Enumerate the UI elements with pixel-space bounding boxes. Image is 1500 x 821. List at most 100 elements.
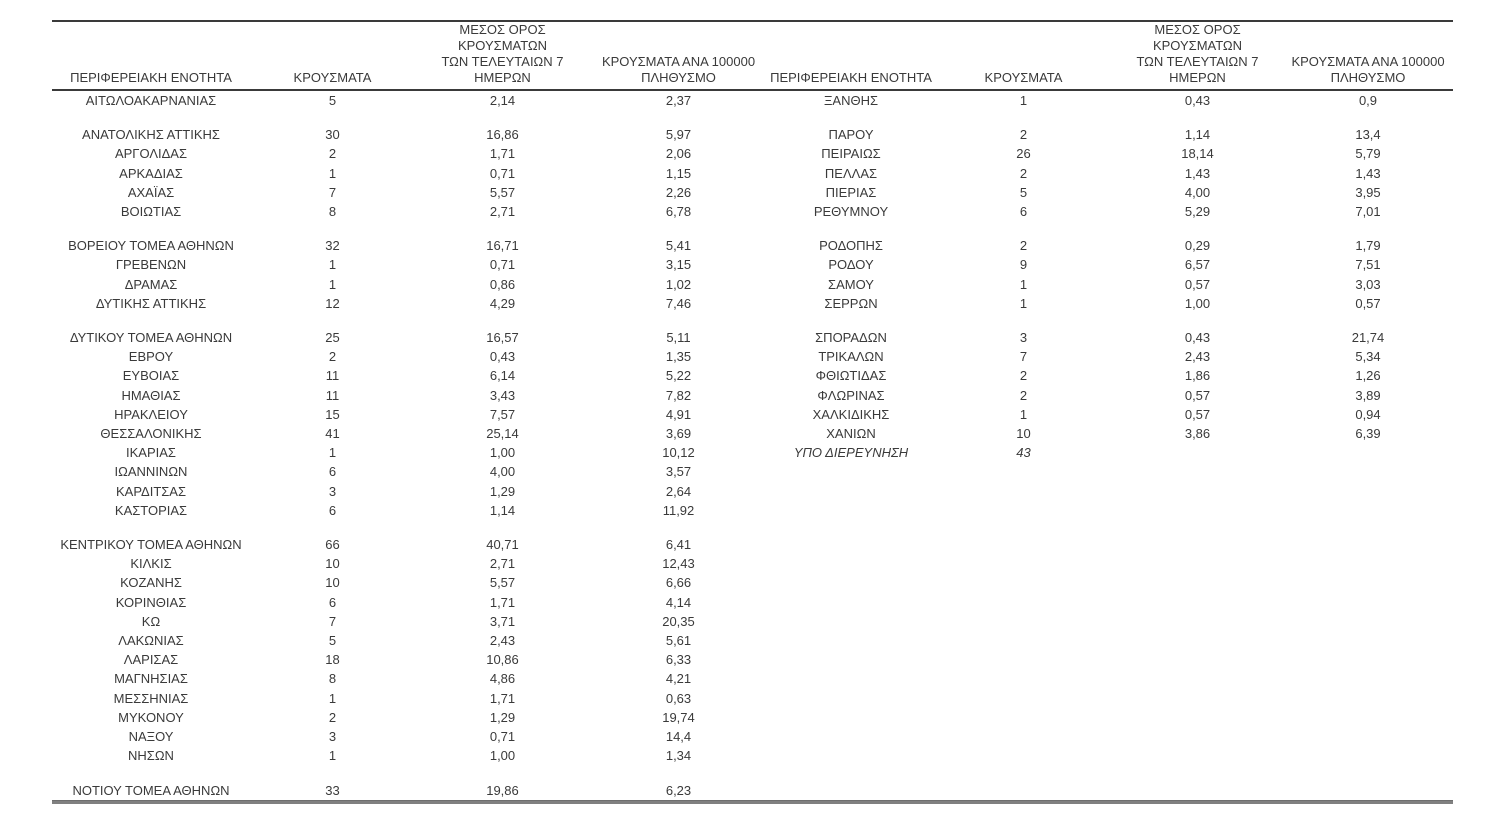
left-per100k-cell: 4,91 <box>665 406 692 422</box>
right-avg7-cell <box>1112 727 1283 746</box>
left-avg7-cell: 3,43 <box>489 387 516 403</box>
left-region-name-cell: ΚΩ <box>141 613 161 629</box>
left-per100k-cell: 2,26 <box>665 184 692 200</box>
right-region-name-cell: ΦΛΩΡΙΝΑΣ <box>817 387 885 403</box>
right-avg7-cell <box>1112 689 1283 708</box>
right-avg7-cell: 5,29 <box>1184 204 1211 220</box>
left-avg7-cell: 25,14 <box>486 426 519 442</box>
left-per100k-cell: 6,41 <box>665 537 692 553</box>
right-region-name-cell <box>767 313 935 328</box>
right-cases-cell: 1 <box>1019 276 1028 292</box>
left-cases-cell: 30 <box>325 127 340 143</box>
table-row: ΕΥΒΟΙΑΣ 11 6,14 5,22 ΦΘΙΩΤΙΔΑΣ 2 1,86 1,26 <box>52 366 1453 385</box>
right-avg7-cell <box>1112 221 1283 236</box>
left-region-name-cell: ΔΡΑΜΑΣ <box>124 276 178 292</box>
right-region-name-cell <box>767 708 935 727</box>
right-cases-cell: 7 <box>1019 349 1028 365</box>
table-row: ΒΟΙΩΤΙΑΣ 8 2,71 6,78 ΡΕΘΥΜΝΟΥ 6 5,29 7,01 <box>52 202 1453 221</box>
right-per100k-cell <box>1283 612 1453 631</box>
right-cases-cell <box>935 708 1112 727</box>
header-per100k-right: ΚΡΟΥΣΜΑΤΑ ΑΝΑ 100000 ΠΛΗΘΥΣΜΟ <box>1283 21 1453 91</box>
right-region-name-cell: ΤΡΙΚΑΛΩΝ <box>818 349 884 365</box>
left-cases-cell <box>250 221 415 236</box>
right-cases-cell <box>935 781 1112 800</box>
header-region-left: ΠΕΡΙΦΕΡΕΙΑΚΗ ΕΝΟΤΗΤΑ <box>52 21 250 91</box>
right-per100k-cell <box>1283 520 1453 535</box>
table-row: ΚΟΡΙΝΘΙΑΣ 6 1,71 4,14 <box>52 593 1453 612</box>
left-cases-cell: 11 <box>325 387 340 403</box>
left-region-name-cell: ΜΕΣΣΗΝΙΑΣ <box>113 690 189 706</box>
right-per100k-cell <box>1283 110 1453 125</box>
right-per100k-cell: 3,03 <box>1355 276 1381 292</box>
left-avg7-cell: 19,86 <box>486 782 519 798</box>
cases-report-sheet: ΠΕΡΙΦΕΡΕΙΑΚΗ ΕΝΟΤΗΤΑ ΚΡΟΥΣΜΑΤΑ ΜΕΣΟΣ ΟΡΟ… <box>52 20 1453 804</box>
left-per100k-cell: 4,21 <box>665 671 692 687</box>
spacer-row <box>52 221 1453 236</box>
right-per100k-cell: 21,74 <box>1351 330 1385 346</box>
right-avg7-cell: 2,43 <box>1184 349 1211 365</box>
header-row: ΠΕΡΙΦΕΡΕΙΑΚΗ ΕΝΟΤΗΤΑ ΚΡΟΥΣΜΑΤΑ ΜΕΣΟΣ ΟΡΟ… <box>52 21 1453 91</box>
right-avg7-cell <box>1112 520 1283 535</box>
left-region-name-cell: ΝΑΞΟΥ <box>128 729 174 745</box>
right-per100k-cell <box>1283 650 1453 669</box>
left-avg7-cell <box>415 313 590 328</box>
right-region-name-cell: ΣΠΟΡΑΔΩΝ <box>815 330 887 346</box>
left-region-name-cell: ΑΡΚΑΔΙΑΣ <box>119 165 183 181</box>
left-avg7-cell: 2,14 <box>489 93 516 108</box>
table-row: ΔΥΤΙΚΗΣ ΑΤΤΙΚΗΣ 12 4,29 7,46 ΣΕΡΡΩΝ 1 1,00 0,57 <box>52 294 1453 313</box>
right-per100k-cell: 5,79 <box>1355 146 1381 162</box>
table-row: ΚΑΡΔΙΤΣΑΣ 3 1,29 2,64 <box>52 482 1453 501</box>
header-cases-right: ΚΡΟΥΣΜΑΤΑ <box>935 21 1112 91</box>
right-cases-cell: 3 <box>1019 330 1028 346</box>
left-per100k-cell: 11,92 <box>662 502 695 518</box>
right-cases-cell: 2 <box>1019 127 1028 143</box>
left-per100k-cell <box>590 110 767 125</box>
left-avg7-cell: 10,86 <box>486 652 519 668</box>
header-avg7-left: ΜΕΣΟΣ ΟΡΟΣ ΚΡΟΥΣΜΑΤΩΝ ΤΩΝ ΤΕΛΕΥΤΑΙΩΝ 7 Η… <box>415 21 590 91</box>
left-region-name-cell: ΙΩΑΝΝΙΝΩΝ <box>114 464 188 480</box>
right-avg7-cell <box>1112 482 1283 501</box>
left-per100k-cell: 10,12 <box>662 445 695 461</box>
right-region-name-cell <box>767 554 935 573</box>
right-cases-cell <box>935 669 1112 688</box>
right-cases-cell <box>935 746 1112 765</box>
left-region-name-cell: ΒΟΙΩΤΙΑΣ <box>120 204 182 220</box>
right-avg7-cell <box>1112 313 1283 328</box>
right-avg7-cell: 3,86 <box>1184 426 1211 442</box>
right-cases-cell: 5 <box>1019 184 1028 200</box>
left-per100k-cell: 20,35 <box>662 613 695 629</box>
spacer-row <box>52 110 1453 125</box>
left-region-name-cell: ΚΟΖΑΝΗΣ <box>120 575 182 591</box>
right-avg7-cell: 18,14 <box>1181 146 1214 162</box>
right-region-name-cell <box>767 573 935 592</box>
left-region-name-cell <box>52 313 250 328</box>
left-avg7-cell: 1,00 <box>489 445 516 461</box>
left-cases-cell: 6 <box>328 502 337 518</box>
right-region-name-cell: ΞΑΝΘΗΣ <box>823 93 879 108</box>
left-avg7-cell: 0,71 <box>489 257 516 273</box>
right-per100k-cell <box>1283 482 1453 501</box>
right-cases-cell: 6 <box>1019 204 1028 220</box>
right-per100k-cell <box>1283 727 1453 746</box>
right-per100k-cell <box>1283 781 1453 800</box>
right-region-name-cell: ΧΑΛΚΙΔΙΚΗΣ <box>812 406 890 422</box>
table-row: ΑΡΚΑΔΙΑΣ 1 0,71 1,15 ΠΕΛΛΑΣ 2 1,43 1,43 <box>52 164 1453 183</box>
left-avg7-cell: 2,71 <box>489 204 516 220</box>
right-region-name-cell <box>767 746 935 765</box>
right-cases-cell: 26 <box>1016 146 1031 162</box>
right-region-name-cell <box>767 221 935 236</box>
right-region-name-cell: ΣΕΡΡΩΝ <box>824 295 878 311</box>
right-avg7-cell <box>1112 573 1283 592</box>
right-cases-cell <box>935 612 1112 631</box>
left-region-name-cell: ΚΟΡΙΝΘΙΑΣ <box>115 594 187 610</box>
right-avg7-cell <box>1112 554 1283 573</box>
right-region-name-cell <box>767 669 935 688</box>
left-per100k-cell: 5,61 <box>665 633 692 649</box>
table-row: ΗΡΑΚΛΕΙΟΥ 15 7,57 4,91 ΧΑΛΚΙΔΙΚΗΣ 1 0,57 0,94 <box>52 405 1453 424</box>
right-region-name-cell: ΦΘΙΩΤΙΔΑΣ <box>815 368 887 384</box>
right-per100k-cell <box>1283 766 1453 781</box>
header-per100k-left: ΚΡΟΥΣΜΑΤΑ ΑΝΑ 100000 ΠΛΗΘΥΣΜΟ <box>590 21 767 91</box>
right-region-name-cell: ΠΕΛΛΑΣ <box>824 165 878 181</box>
left-avg7-cell: 4,29 <box>489 295 516 311</box>
right-cases-cell <box>935 462 1112 481</box>
